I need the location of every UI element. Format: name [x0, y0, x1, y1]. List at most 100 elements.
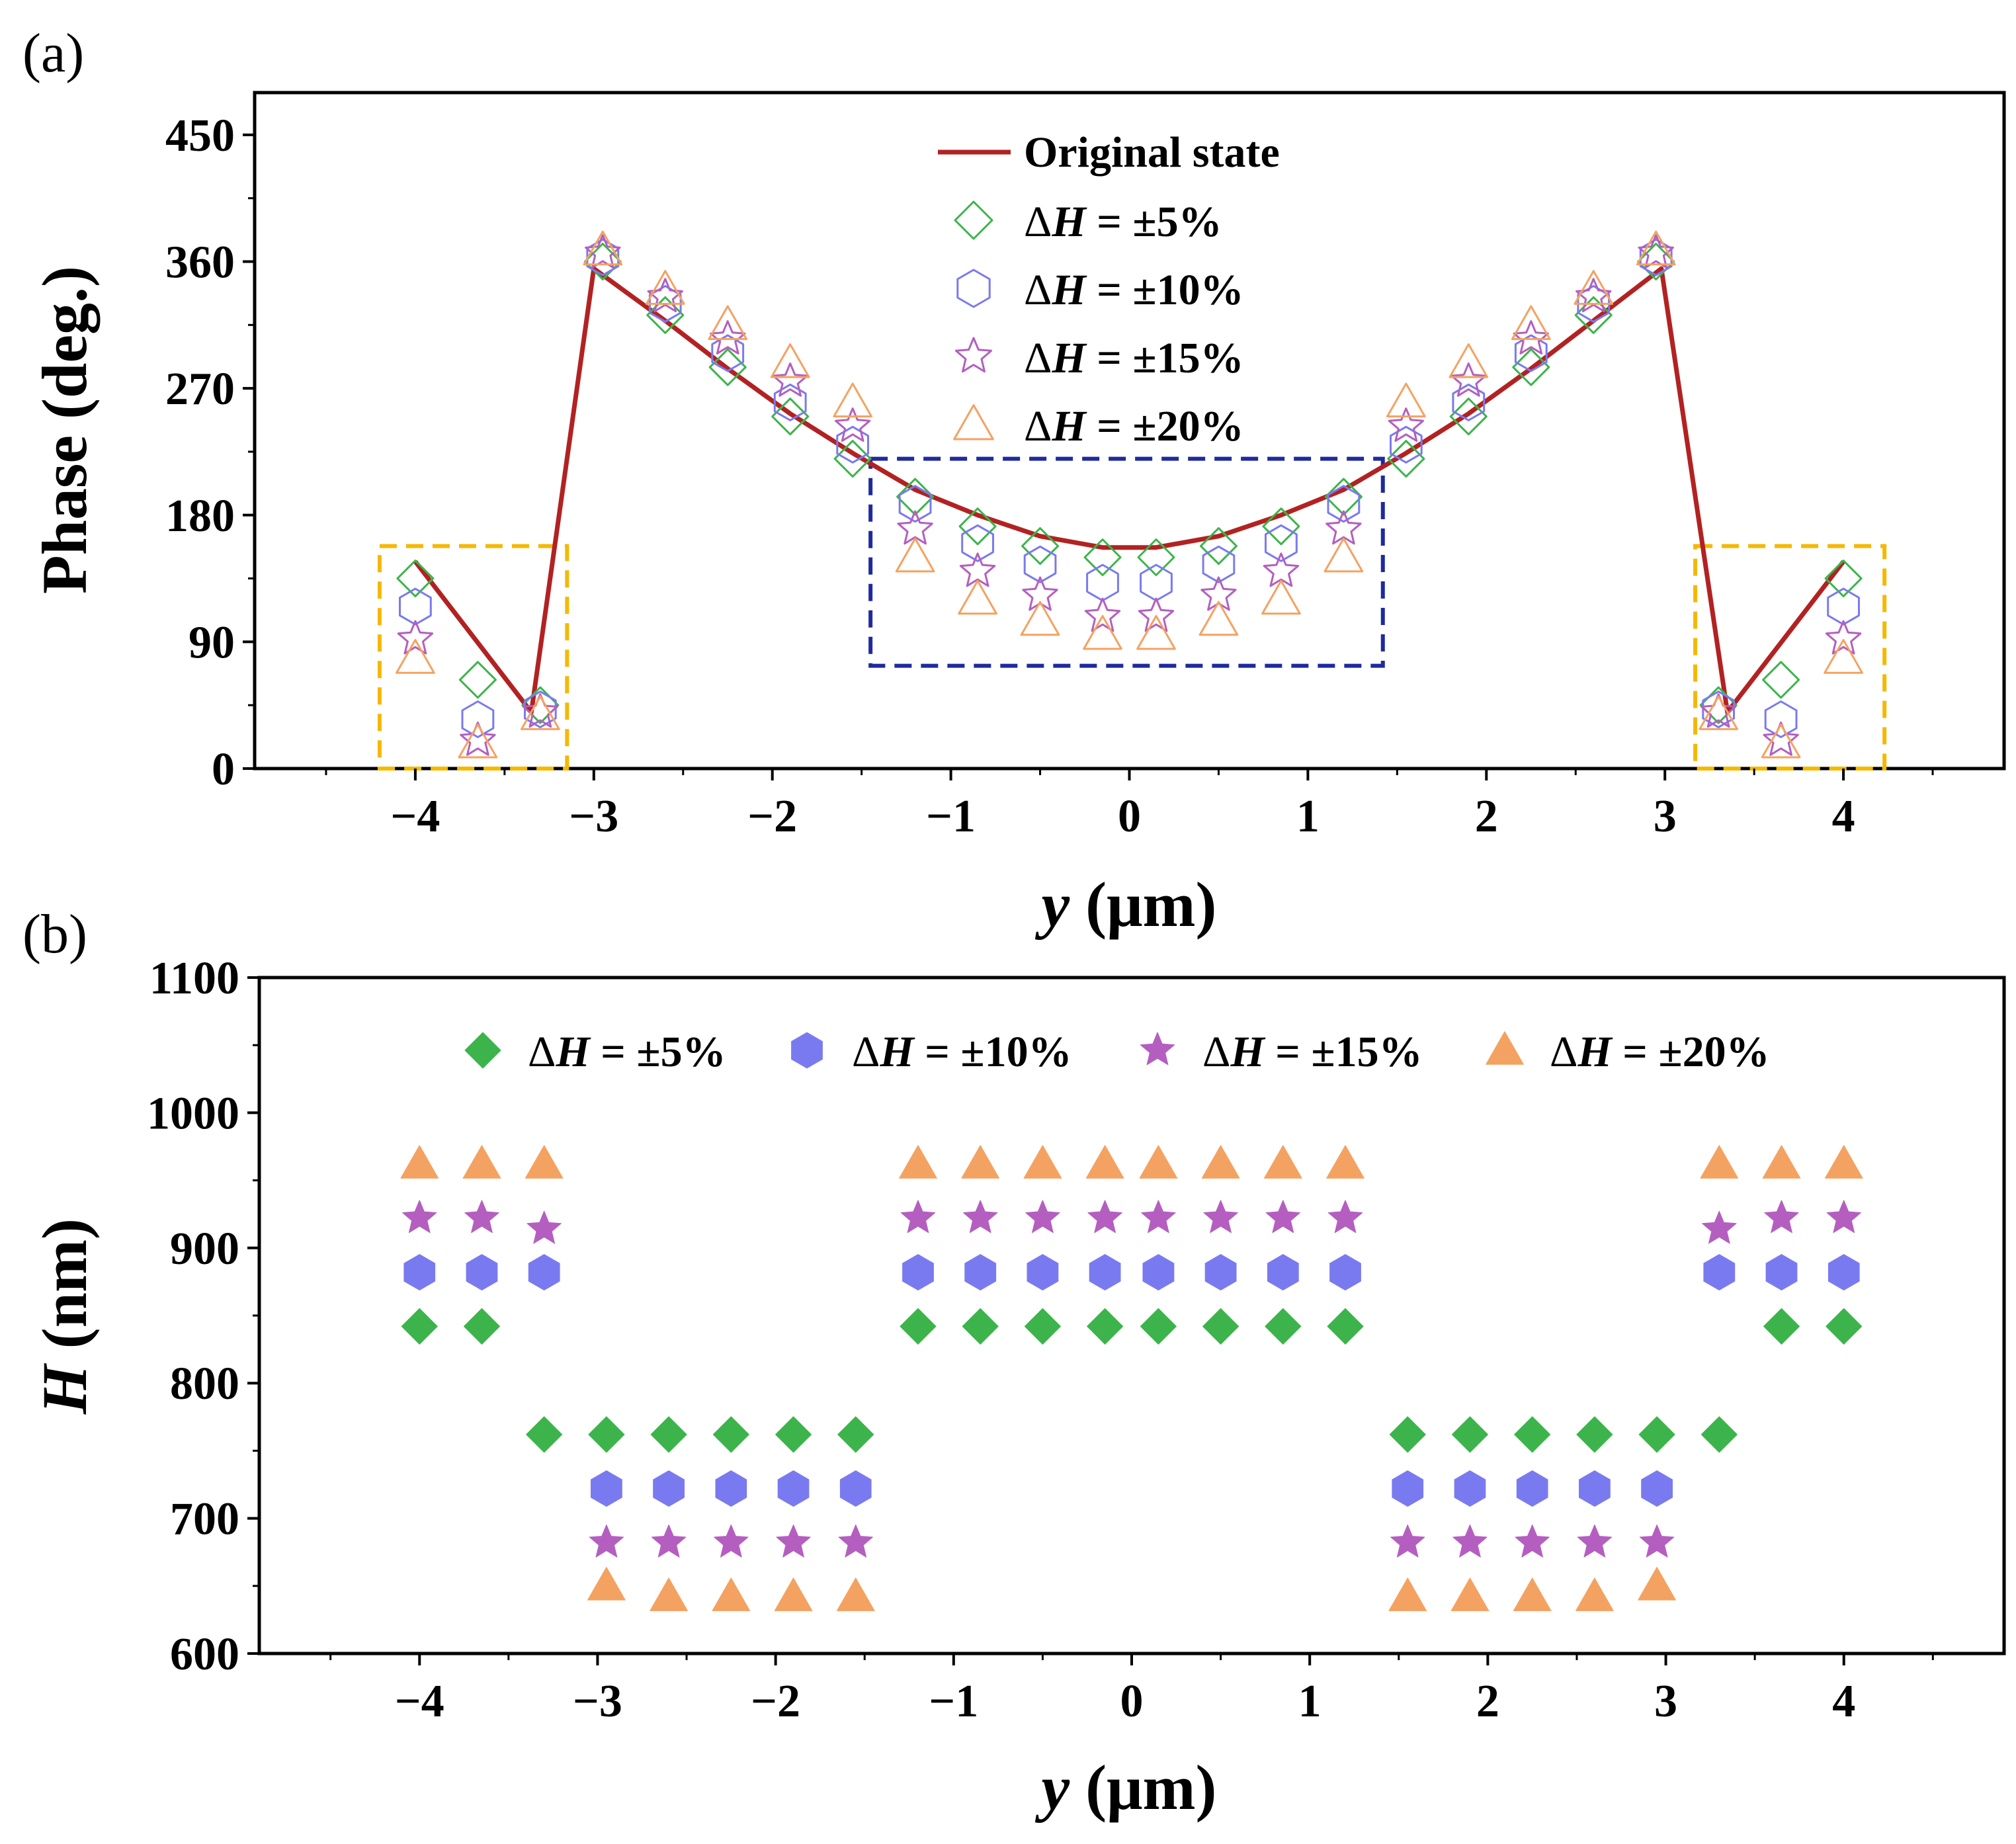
panel-b-series-1-point [902, 1254, 934, 1291]
panel-b-series-2-point [1025, 1200, 1060, 1234]
panel-a-series-0-point [1021, 527, 1060, 566]
panel-a-series-2-point [1138, 597, 1175, 632]
panel-b-series-1-point [964, 1254, 997, 1291]
panel-a-y-tick-label: 360 [165, 237, 235, 288]
panel-b-series-2-point [900, 1200, 936, 1234]
panel-a-series-1-point [1086, 564, 1119, 602]
panel-a-series-2-point [1701, 693, 1737, 728]
panel-b-series-1-point [715, 1470, 747, 1507]
legend-a-marker-2 [954, 337, 993, 373]
panel-a-series-1-point [1827, 587, 1860, 626]
panel-b-series-3-point [400, 1145, 439, 1179]
panel-b-series-3-point [1085, 1145, 1124, 1179]
panel-a-series-3-point [1386, 382, 1426, 418]
panel-b-series-2-point [1826, 1200, 1861, 1234]
panel-b-series-3-point [1638, 1566, 1676, 1601]
panel-a-series-0-point [1637, 243, 1675, 280]
panel-a-series-0-point [1574, 296, 1613, 334]
panel-a-series-2-point [585, 234, 621, 269]
panel-a: (a) −4 −3 −2 −1 0 1 2 3 4 0 90 180 270 360 450 y (μm)… [22, 22, 2006, 940]
panel-b-x-axis-label: y (μm) [1035, 1752, 1217, 1823]
panel-b-series-0-point [588, 1416, 625, 1453]
panel-a-points [396, 230, 1863, 759]
panel-b-series-1-point [777, 1470, 810, 1507]
panel-a-series-1-point [898, 485, 932, 523]
panel-b-series-0-point [1638, 1416, 1675, 1453]
panel-b-x-tick-label: 0 [1120, 1676, 1144, 1727]
panel-a-series-1-point [773, 383, 807, 421]
panel-b-x-tick-label: −1 [929, 1676, 978, 1727]
panel-a-y-tick-label: 0 [212, 744, 235, 795]
original-state-line [413, 266, 1845, 715]
panel-a-series-2-point [710, 320, 746, 355]
panel-b-x-tick-label: −3 [573, 1676, 622, 1727]
panel-a-x-tick-label: −4 [390, 791, 440, 842]
panel-a-series-0-point [1449, 398, 1488, 436]
panel-b-series-3-point [1023, 1145, 1062, 1179]
panel-a-series-2-point [1325, 510, 1362, 545]
panel-b-series-3-point [1201, 1145, 1240, 1179]
panel-a-series-0-point [771, 398, 810, 436]
panel-a-series-0-point [396, 560, 435, 598]
panel-a-series-3-point [396, 639, 435, 674]
panel-a-series-3-point [645, 270, 685, 305]
highlight-box [868, 456, 1385, 668]
panel-a-series-2-point [397, 620, 434, 655]
panel-a-series-1-point [1764, 700, 1798, 738]
panel-b-series-2-point [1577, 1524, 1613, 1558]
panel-a-series-3-point [1699, 695, 1739, 730]
panel-b-frame [257, 976, 2006, 1655]
panel-b-series-0-point [401, 1308, 438, 1345]
panel-a-x-tick-label: 0 [1118, 791, 1141, 842]
highlight-box [377, 544, 569, 771]
panel-a-series-3-point [708, 305, 748, 341]
highlight-box [1693, 544, 1887, 771]
panel-a-highlight-boxes [377, 456, 1887, 771]
panel-b-series-0-point [1389, 1416, 1426, 1453]
panel-b-y-tick-label: 600 [170, 1629, 239, 1680]
panel-a-series-0-point [1137, 538, 1175, 577]
panel-a-series-3-point [1511, 305, 1551, 341]
panel-a-y-tick-label: 180 [165, 491, 235, 542]
legend-a-marker-0 [954, 200, 993, 240]
panel-b-x-tick-label: −4 [395, 1676, 444, 1727]
panel-a-x-tick-label: 4 [1832, 791, 1855, 842]
panel-a-x-tick-label: −2 [747, 791, 797, 842]
panel-b-series-2-point [1087, 1200, 1122, 1234]
panel-a-series-2-point [835, 407, 871, 442]
panel-a-series-0-point [1199, 527, 1238, 566]
panel-b-x-tick-label: 3 [1654, 1676, 1677, 1727]
panel-b-series-1-point [466, 1254, 498, 1291]
panel-a-series-2-point [772, 362, 808, 397]
panel-a-series-2-point [522, 693, 558, 728]
panel-b-series-3-point [836, 1577, 875, 1611]
panel-a-x-tick-label: 2 [1475, 791, 1498, 842]
panel-a-series-1-point [1265, 524, 1298, 562]
panel-a-x-tick-label: −1 [926, 791, 976, 842]
panel-a-series-0-point [646, 296, 685, 334]
panel-b-series-0-point [1514, 1416, 1551, 1453]
panel-a-y-tick-label: 450 [165, 110, 235, 161]
panel-b-series-0-point [526, 1416, 563, 1453]
panel-b-series-3-point [462, 1145, 501, 1179]
panel-a-series-3-point [1020, 601, 1060, 636]
panel-a-series-2-point [1263, 552, 1300, 587]
panel-b-series-3-point [1762, 1145, 1801, 1179]
legend-a-label-0: ΔH = ±5% [1024, 198, 1222, 246]
panel-b-series-3-point [1450, 1577, 1490, 1611]
panel-b-y-axis-label-var: H [29, 1362, 100, 1415]
legend-a-label-3: ΔH = ±20% [1024, 402, 1244, 450]
panel-a-y-tick-label: 90 [189, 617, 235, 668]
panel-a-series-0-point [833, 440, 872, 478]
panel-a-series-0-point [1824, 560, 1863, 598]
panel-b-series-2-point [1764, 1200, 1799, 1234]
panel-a-series-3-point [895, 537, 935, 573]
panel-a-series-1-point [1023, 545, 1057, 583]
panel-b-series-1-point [839, 1470, 872, 1507]
panel-a-series-2-point [1575, 278, 1612, 313]
panel-b-series-2-point [1203, 1200, 1238, 1234]
panel-a-line-group [413, 266, 1845, 715]
panel-b-series-1-point [653, 1470, 685, 1507]
panel-b-series-0-point [712, 1416, 749, 1453]
